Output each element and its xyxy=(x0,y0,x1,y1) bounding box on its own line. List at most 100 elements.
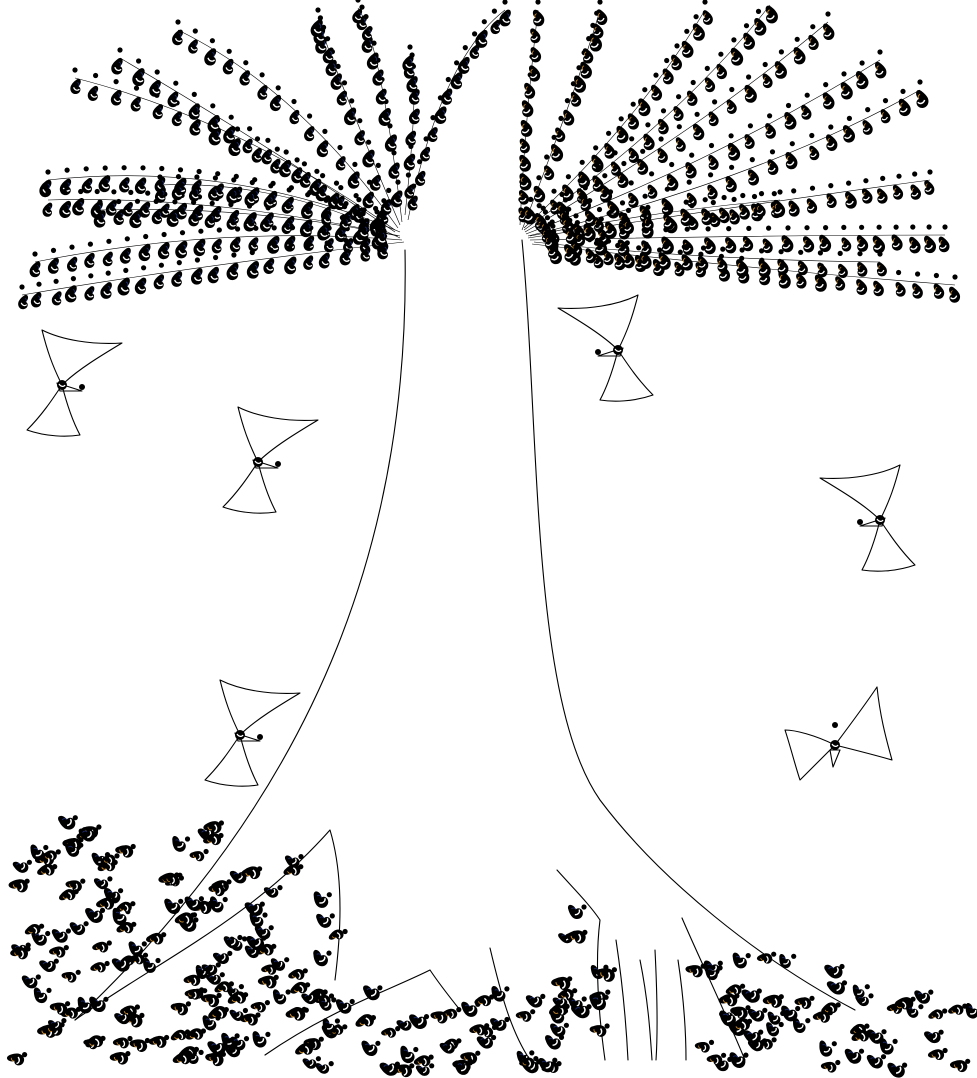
berry xyxy=(664,186,670,192)
berry xyxy=(161,231,167,238)
berry xyxy=(274,146,280,152)
berry xyxy=(210,103,216,109)
berry xyxy=(116,198,122,205)
berry xyxy=(729,164,735,170)
berry xyxy=(686,179,692,185)
berry xyxy=(32,251,38,257)
berry xyxy=(731,37,737,43)
berry xyxy=(335,63,341,69)
butterflies xyxy=(26,294,916,787)
butterfly-icon xyxy=(26,329,123,437)
berry xyxy=(573,213,579,219)
berry xyxy=(619,227,625,233)
berry xyxy=(72,67,78,73)
tree-canopy xyxy=(17,0,961,310)
berry xyxy=(536,175,542,181)
berry xyxy=(643,241,649,247)
berry xyxy=(747,123,754,129)
berry xyxy=(314,168,320,174)
berry xyxy=(551,188,557,194)
berry xyxy=(123,267,129,273)
branch-strand xyxy=(110,47,396,238)
berry xyxy=(595,164,601,170)
berry xyxy=(97,199,103,205)
berry xyxy=(684,226,690,232)
berry xyxy=(143,233,149,240)
berry xyxy=(794,36,800,42)
berry xyxy=(212,175,218,181)
berry xyxy=(778,249,784,255)
berry xyxy=(349,98,355,104)
berry xyxy=(547,221,553,227)
berry xyxy=(952,274,958,280)
berry xyxy=(804,225,810,231)
berry xyxy=(417,159,423,165)
berry xyxy=(194,174,200,180)
berry xyxy=(558,115,564,121)
berry xyxy=(720,246,726,252)
berry xyxy=(145,190,151,196)
berry xyxy=(828,183,834,189)
berry xyxy=(597,0,603,5)
berry xyxy=(249,179,255,186)
berry xyxy=(602,173,608,179)
berry xyxy=(291,98,297,105)
berry xyxy=(708,172,714,178)
berry xyxy=(111,189,117,195)
berry xyxy=(809,185,816,191)
berry xyxy=(301,161,307,167)
berry xyxy=(192,28,198,34)
berry xyxy=(194,257,200,263)
berry xyxy=(625,207,632,213)
berry xyxy=(356,197,362,203)
berry xyxy=(645,122,651,128)
berry xyxy=(636,245,642,251)
berry xyxy=(355,0,361,3)
berry xyxy=(105,270,111,276)
berry xyxy=(259,72,265,78)
berry xyxy=(612,150,618,156)
berry xyxy=(689,152,695,158)
berry xyxy=(61,189,67,195)
berry xyxy=(286,187,292,193)
berry xyxy=(175,19,181,25)
berry xyxy=(379,214,385,220)
berry xyxy=(36,281,42,287)
berry xyxy=(649,171,655,177)
berry xyxy=(809,132,815,139)
berry xyxy=(841,71,847,77)
branch-strand xyxy=(527,79,930,245)
berry xyxy=(177,167,184,173)
berry xyxy=(228,114,234,120)
berry xyxy=(689,203,695,209)
berry xyxy=(607,189,614,195)
berry xyxy=(179,230,186,236)
berry xyxy=(618,116,624,122)
berry xyxy=(45,189,51,195)
berry xyxy=(323,197,329,203)
grass-blades xyxy=(74,829,746,1061)
berry xyxy=(702,0,708,5)
branch-strand xyxy=(533,233,888,279)
branch-strand xyxy=(521,0,608,231)
berry xyxy=(791,188,797,194)
berry xyxy=(322,128,328,134)
berry xyxy=(294,157,300,163)
berry xyxy=(342,204,348,210)
berry xyxy=(658,136,664,142)
berry xyxy=(216,227,222,233)
berry xyxy=(395,179,401,185)
berry xyxy=(564,98,571,104)
berry xyxy=(605,238,612,244)
berry xyxy=(378,218,385,224)
berry xyxy=(78,188,84,195)
berry xyxy=(562,197,569,203)
berry xyxy=(102,165,108,171)
berry xyxy=(454,60,460,66)
berry xyxy=(630,101,636,107)
berry xyxy=(694,111,700,117)
branch-strand xyxy=(523,0,714,232)
branch-strand xyxy=(527,169,935,253)
berry xyxy=(405,172,411,178)
